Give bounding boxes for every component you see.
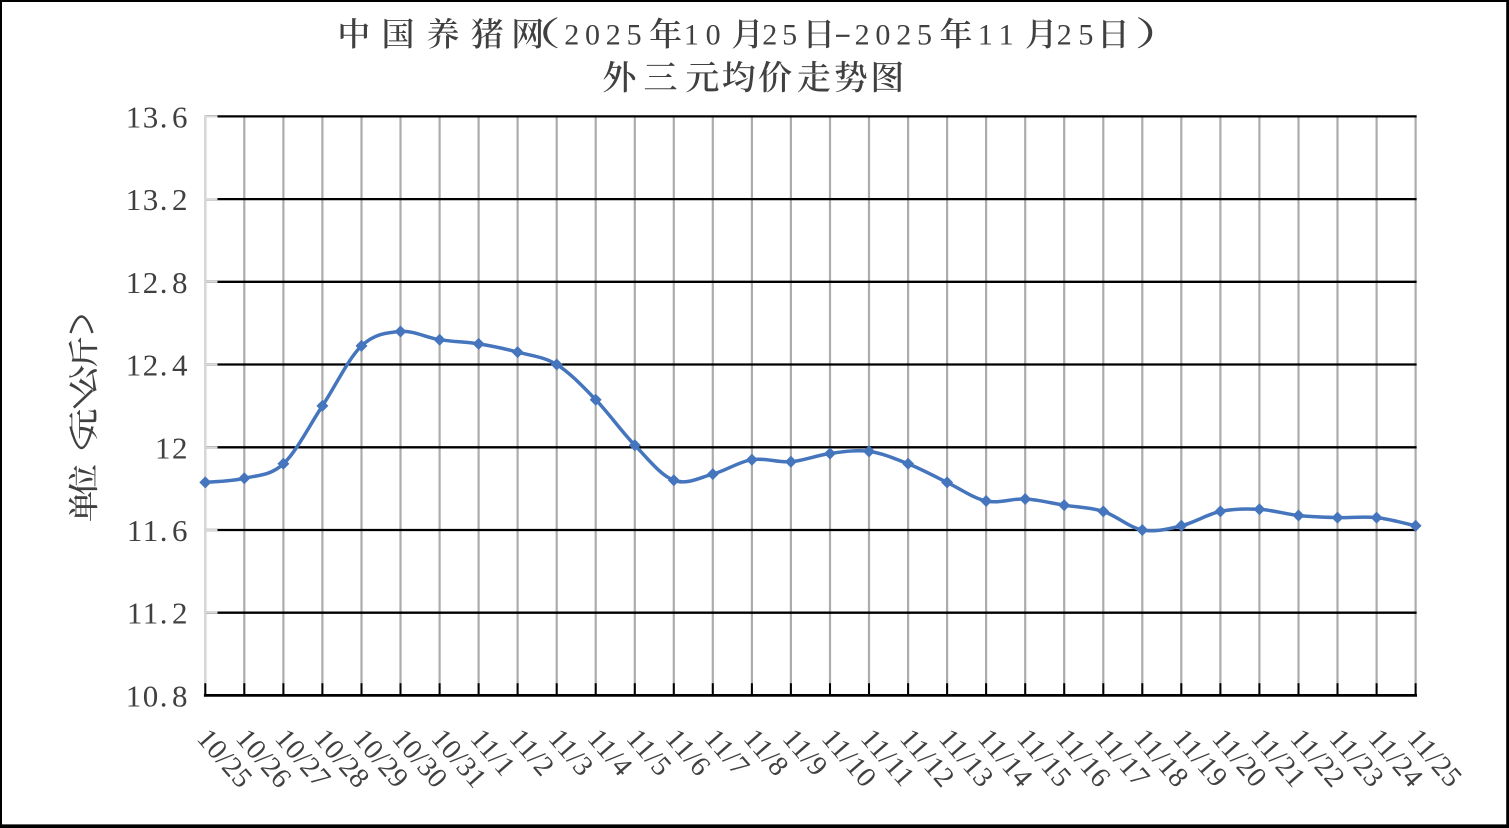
svg-text:11.2: 11.2 — [127, 596, 189, 631]
svg-text:2: 2 — [896, 18, 911, 51]
svg-text:0: 0 — [706, 18, 721, 51]
svg-text:1: 1 — [999, 18, 1014, 51]
svg-text:5: 5 — [917, 18, 932, 51]
svg-text:0: 0 — [585, 18, 600, 51]
svg-text:2: 2 — [1057, 18, 1072, 51]
svg-text:12.8: 12.8 — [126, 265, 189, 300]
svg-text:5: 5 — [782, 18, 797, 51]
svg-text:2: 2 — [855, 18, 870, 51]
svg-text:1: 1 — [684, 18, 699, 51]
svg-text:5: 5 — [627, 18, 642, 51]
svg-text:2: 2 — [564, 18, 579, 51]
svg-text:0: 0 — [875, 18, 890, 51]
svg-text:5: 5 — [1078, 18, 1093, 51]
svg-text:2: 2 — [606, 18, 621, 51]
svg-text:13.6: 13.6 — [126, 99, 189, 134]
svg-text:12: 12 — [155, 430, 189, 465]
svg-text:12.4: 12.4 — [126, 348, 189, 383]
svg-text:13.2: 13.2 — [126, 182, 189, 217]
svg-text:2: 2 — [762, 18, 777, 51]
svg-text:10.8: 10.8 — [126, 678, 189, 713]
svg-text:1: 1 — [978, 18, 993, 51]
svg-text:11.6: 11.6 — [127, 513, 189, 548]
